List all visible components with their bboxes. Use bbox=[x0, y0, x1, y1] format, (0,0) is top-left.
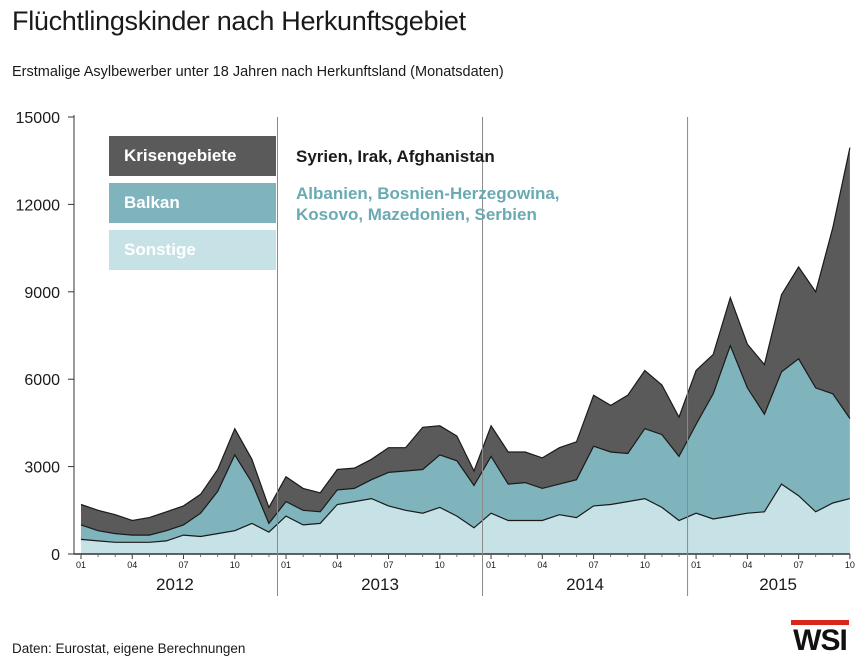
logo-red-bar bbox=[791, 620, 849, 625]
x-tick-label: 10 bbox=[435, 560, 445, 570]
x-tick-label: 04 bbox=[127, 560, 137, 570]
area-balkan bbox=[81, 345, 850, 543]
x-tick-label: 07 bbox=[794, 560, 804, 570]
year-label: 2014 bbox=[566, 575, 604, 594]
year-label: 2013 bbox=[361, 575, 399, 594]
legend-desc-balkan: Albanien, Bosnien-Herzegowina, Kosovo, M… bbox=[296, 184, 560, 224]
y-tick-label: 6000 bbox=[24, 372, 60, 389]
series-line-balkan bbox=[80, 344, 851, 536]
legend-swatch-balkan: Balkan bbox=[109, 183, 276, 223]
x-tick-label: 04 bbox=[537, 560, 547, 570]
series-line-sonstige bbox=[80, 483, 851, 543]
area-sonstige bbox=[81, 484, 850, 554]
legend-label-sonstige: Sonstige bbox=[124, 240, 196, 259]
source-note: Daten: Eurostat, eigene Berechnungen bbox=[12, 641, 246, 656]
legend-swatch-krisengebiete: Krisengebiete bbox=[109, 136, 276, 176]
series-line-krisengebiete bbox=[80, 147, 851, 522]
x-tick-label: 01 bbox=[691, 560, 701, 570]
y-tick-label: 0 bbox=[51, 547, 60, 564]
x-tick-label: 10 bbox=[640, 560, 650, 570]
logo-text: WSI bbox=[793, 624, 848, 657]
x-tick-label: 10 bbox=[230, 560, 240, 570]
x-tick-label: 01 bbox=[76, 560, 86, 570]
x-tick-label: 04 bbox=[742, 560, 752, 570]
wsi-logo: WSI bbox=[791, 620, 849, 658]
legend-label-krisengebiete: Krisengebiete bbox=[124, 146, 237, 165]
legend-swatch-sonstige: Sonstige bbox=[109, 230, 276, 270]
legend-desc-krisengebiete: Syrien, Irak, Afghanistan bbox=[296, 147, 495, 166]
x-tick-label: 01 bbox=[281, 560, 291, 570]
x-tick-label: 07 bbox=[384, 560, 394, 570]
x-tick-label: 07 bbox=[179, 560, 189, 570]
year-label: 2012 bbox=[156, 575, 194, 594]
y-tick-label: 12000 bbox=[16, 197, 61, 214]
x-tick-label: 07 bbox=[589, 560, 599, 570]
y-tick-label: 15000 bbox=[16, 110, 61, 127]
chart-subtitle: Erstmalige Asylbewerber unter 18 Jahren … bbox=[12, 64, 504, 80]
chart-title: Flüchtlingskinder nach Herkunftsgebiet bbox=[12, 6, 466, 36]
legend-label-balkan: Balkan bbox=[124, 193, 180, 212]
x-tick-label: 01 bbox=[486, 560, 496, 570]
x-tick-label: 04 bbox=[332, 560, 342, 570]
y-tick-label: 9000 bbox=[24, 285, 60, 302]
year-label: 2015 bbox=[759, 575, 797, 594]
area-krisengebiete bbox=[81, 147, 850, 536]
y-tick-label: 3000 bbox=[24, 460, 60, 477]
x-tick-label: 10 bbox=[845, 560, 855, 570]
